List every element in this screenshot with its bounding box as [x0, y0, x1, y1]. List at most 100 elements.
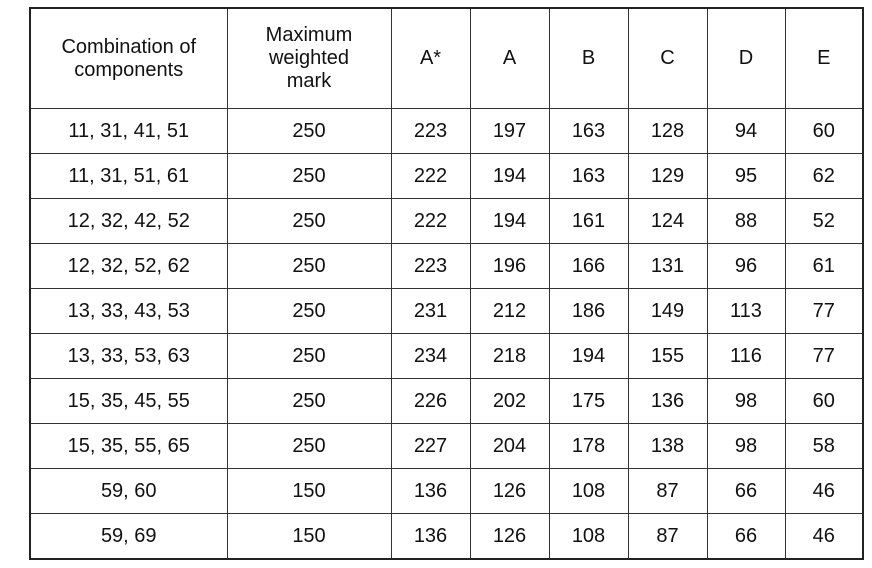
- cell: 60: [784, 108, 864, 154]
- header-text: Combination of components: [61, 35, 197, 81]
- data-row: 59, 60 150 136 126 108 87 66 46: [29, 468, 864, 514]
- cell: 13, 33, 43, 53: [29, 288, 228, 334]
- cell: 52: [784, 198, 864, 244]
- cell: 194: [548, 333, 629, 379]
- cell: 12, 32, 42, 52: [29, 198, 228, 244]
- header-cell: B: [548, 7, 629, 109]
- cell: 136: [627, 378, 708, 424]
- cell: 59, 60: [29, 468, 228, 514]
- cell: 222: [390, 153, 471, 199]
- data-row: 59, 69 150 136 126 108 87 66 46: [29, 513, 864, 560]
- cell: 61: [784, 243, 864, 289]
- cell: 163: [548, 108, 629, 154]
- cell: 11, 31, 41, 51: [29, 108, 228, 154]
- cell: 12, 32, 52, 62: [29, 243, 228, 289]
- header-text: B: [581, 47, 596, 69]
- cell: 96: [706, 243, 786, 289]
- cell: 98: [706, 378, 786, 424]
- cell: 136: [390, 468, 471, 514]
- cell: 212: [469, 288, 550, 334]
- cell: 186: [548, 288, 629, 334]
- cell: 95: [706, 153, 786, 199]
- cell: 62: [784, 153, 864, 199]
- cell: 98: [706, 423, 786, 469]
- cell: 15, 35, 55, 65: [29, 423, 228, 469]
- cell: 150: [226, 513, 392, 560]
- cell: 250: [226, 108, 392, 154]
- cell: 202: [469, 378, 550, 424]
- cell: 129: [627, 153, 708, 199]
- header-cell: D: [706, 7, 786, 109]
- cell: 66: [706, 513, 786, 560]
- grade-table: Combination of components Maximum weighte…: [29, 7, 864, 560]
- cell: 223: [390, 243, 471, 289]
- cell: 161: [548, 198, 629, 244]
- cell: 250: [226, 243, 392, 289]
- data-row: 11, 31, 41, 51 250 223 197 163 128 94 60: [29, 108, 864, 154]
- cell: 124: [627, 198, 708, 244]
- cell: 150: [226, 468, 392, 514]
- cell: 163: [548, 153, 629, 199]
- cell: 218: [469, 333, 550, 379]
- cell: 88: [706, 198, 786, 244]
- cell: 126: [469, 513, 550, 560]
- cell: 197: [469, 108, 550, 154]
- header-cell: Combination of components: [29, 7, 228, 109]
- header-text: A*: [419, 47, 442, 69]
- header-text: C: [660, 47, 675, 69]
- cell: 87: [627, 468, 708, 514]
- cell: 204: [469, 423, 550, 469]
- cell: 126: [469, 468, 550, 514]
- data-row: 15, 35, 55, 65 250 227 204 178 138 98 58: [29, 423, 864, 469]
- header-cell: E: [784, 7, 864, 109]
- header-cell: A*: [390, 7, 471, 109]
- cell: 11, 31, 51, 61: [29, 153, 228, 199]
- header-text: D: [738, 47, 754, 69]
- cell: 77: [784, 333, 864, 379]
- cell: 231: [390, 288, 471, 334]
- header-cell: C: [627, 7, 708, 109]
- header-text: A: [502, 47, 517, 69]
- data-row: 13, 33, 43, 53 250 231 212 186 149 113 77: [29, 288, 864, 334]
- cell: 15, 35, 45, 55: [29, 378, 228, 424]
- cell: 136: [390, 513, 471, 560]
- cell: 108: [548, 468, 629, 514]
- cell: 113: [706, 288, 786, 334]
- data-row: 11, 31, 51, 61 250 222 194 163 129 95 62: [29, 153, 864, 199]
- cell: 194: [469, 198, 550, 244]
- cell: 46: [784, 513, 864, 560]
- cell: 60: [784, 378, 864, 424]
- cell: 194: [469, 153, 550, 199]
- cell: 58: [784, 423, 864, 469]
- cell: 250: [226, 423, 392, 469]
- header-text: Maximum weighted mark: [265, 24, 353, 92]
- cell: 149: [627, 288, 708, 334]
- table-body: 11, 31, 41, 51 250 223 197 163 128 94 60 11, 31,…: [29, 108, 864, 560]
- cell: 108: [548, 513, 629, 560]
- cell: 250: [226, 378, 392, 424]
- header-row: Combination of components Maximum weighte…: [29, 7, 864, 109]
- cell: 138: [627, 423, 708, 469]
- data-row: 12, 32, 52, 62 250 223 196 166 131 96 61: [29, 243, 864, 289]
- cell: 196: [469, 243, 550, 289]
- cell: 250: [226, 153, 392, 199]
- cell: 178: [548, 423, 629, 469]
- cell: 226: [390, 378, 471, 424]
- cell: 131: [627, 243, 708, 289]
- cell: 116: [706, 333, 786, 379]
- data-row: 12, 32, 42, 52 250 222 194 161 124 88 52: [29, 198, 864, 244]
- cell: 175: [548, 378, 629, 424]
- data-row: 15, 35, 45, 55 250 226 202 175 136 98 60: [29, 378, 864, 424]
- cell: 234: [390, 333, 471, 379]
- cell: 94: [706, 108, 786, 154]
- cell: 87: [627, 513, 708, 560]
- cell: 66: [706, 468, 786, 514]
- cell: 46: [784, 468, 864, 514]
- header-cell: A: [469, 7, 550, 109]
- cell: 128: [627, 108, 708, 154]
- data-row: 13, 33, 53, 63 250 234 218 194 155 116 77: [29, 333, 864, 379]
- cell: 222: [390, 198, 471, 244]
- cell: 250: [226, 288, 392, 334]
- cell: 250: [226, 198, 392, 244]
- cell: 155: [627, 333, 708, 379]
